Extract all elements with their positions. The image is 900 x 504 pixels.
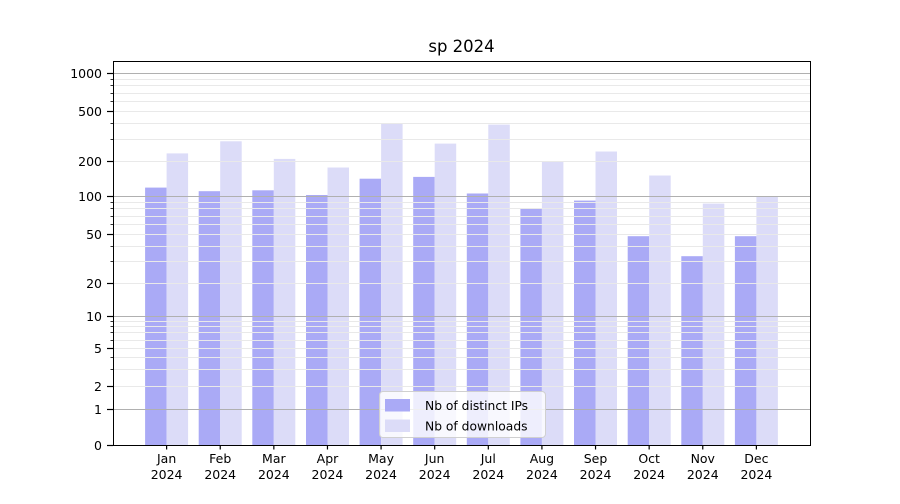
bar-ips-mar (252, 190, 274, 445)
y-tick-label: 2 (94, 379, 102, 394)
legend-label: Nb of downloads (425, 420, 528, 434)
bar-ips-jun (413, 176, 435, 445)
legend-label: Nb of distinct IPs (425, 399, 528, 413)
x-tick-label-year: 2024 (365, 467, 397, 482)
plot-border (112, 60, 812, 447)
x-tick-label-month: Jan (156, 451, 176, 466)
x-tick-label-year: 2024 (633, 467, 665, 482)
y-tick-label: 200 (78, 154, 102, 169)
x-tick-label-month: Aug (530, 451, 554, 466)
bar-downloads-oct (649, 175, 671, 445)
x-tick-label-month: Nov (691, 451, 716, 466)
bar-ips-apr (306, 195, 328, 445)
x-tick-label-month: Sep (584, 451, 608, 466)
x-tick-label-month: May (368, 451, 394, 466)
bar-downloads-jul (488, 124, 510, 445)
bar-downloads-may (381, 123, 403, 446)
x-tick-label-month: Mar (262, 451, 286, 466)
bar-ips-feb (198, 191, 221, 445)
bar-downloads-apr (327, 167, 349, 445)
x-tick-label-year: 2024 (687, 467, 719, 482)
x-axis: Jan2024Feb2024Mar2024Apr2024May2024Jun20… (151, 445, 772, 482)
x-tick-label-month: Feb (209, 451, 231, 466)
y-tick-label: 1000 (70, 66, 102, 81)
y-tick-label: 20 (86, 276, 102, 291)
legend: Nb of distinct IPs Nb of downloads (379, 391, 546, 438)
x-tick-label-year: 2024 (258, 467, 290, 482)
y-tick-label: 5 (94, 341, 102, 356)
chart-title: sp 2024 (428, 37, 494, 56)
bar-ips-sep (574, 200, 596, 445)
x-tick-label-month: Apr (317, 451, 339, 466)
y-tick-label: 1 (94, 402, 102, 417)
x-tick-label-year: 2024 (740, 467, 772, 482)
bar-ips-nov (681, 256, 703, 445)
y-tick-label: 100 (78, 189, 102, 204)
x-tick-label-month: Oct (638, 451, 660, 466)
x-tick-label-year: 2024 (204, 467, 236, 482)
x-tick-label-month: Jul (480, 451, 496, 466)
bar-ips-jul (466, 193, 489, 445)
bar-downloads-aug (541, 161, 564, 445)
y-tick-label: 500 (78, 104, 102, 119)
x-tick-label-year: 2024 (472, 467, 504, 482)
bar-downloads-nov (702, 203, 725, 445)
x-tick-label-year: 2024 (526, 467, 558, 482)
legend-swatch-downloads (385, 419, 410, 432)
bars-distinct-ips (145, 176, 757, 445)
y-tick-label: 10 (86, 309, 102, 324)
legend-box (379, 391, 546, 438)
x-tick-label-month: Jun (424, 451, 445, 466)
gridlines (113, 73, 810, 410)
legend-swatch-distinct-ips (385, 399, 410, 412)
bars (145, 123, 778, 446)
x-tick-label-year: 2024 (419, 467, 451, 482)
y-axis: 0 1 2 5 10 20 50 100 200 500 1000 (70, 66, 113, 453)
x-tick-label-year: 2024 (151, 467, 183, 482)
bar-downloads-mar (273, 158, 296, 445)
y-tick-label: 0 (94, 438, 102, 453)
x-tick-label-month: Dec (744, 451, 768, 466)
bar-downloads-feb (220, 141, 242, 446)
y-tick-label: 50 (86, 227, 102, 242)
bar-ips-may (359, 178, 382, 445)
x-tick-label-year: 2024 (312, 467, 344, 482)
x-tick-label-year: 2024 (580, 467, 612, 482)
bar-downloads-dec (756, 196, 778, 445)
bar-downloads-sep (595, 151, 617, 445)
bar-downloads-jan (166, 153, 189, 445)
